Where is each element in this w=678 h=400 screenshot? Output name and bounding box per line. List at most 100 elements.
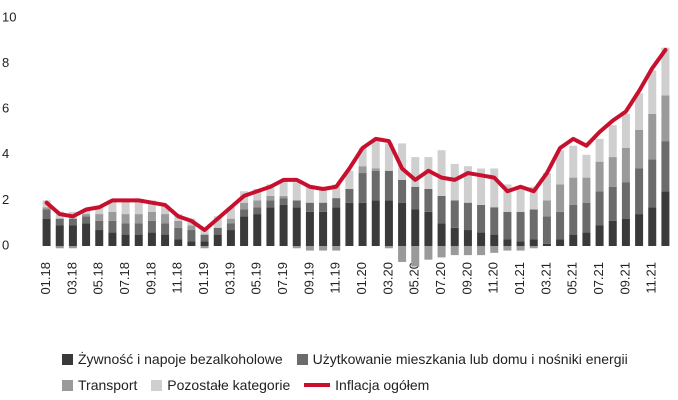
bar (68, 246, 77, 249)
bar (424, 189, 433, 212)
bar (226, 218, 235, 224)
bar (569, 177, 578, 205)
x-tick-label: 05.20 (407, 262, 422, 295)
bar (621, 182, 630, 219)
x-tick-label: 07.20 (433, 262, 448, 295)
bar (424, 246, 433, 260)
x-tick-label: 11.21 (644, 262, 659, 294)
x-tick-label: 01.19 (196, 262, 211, 295)
x-tick-label: 03.18 (64, 262, 79, 295)
bar (305, 246, 314, 251)
legend: Żywność i napoje bezalkoholowe Użytkowan… (62, 346, 642, 398)
bar (529, 209, 538, 240)
bar (411, 186, 420, 210)
bar (608, 157, 617, 187)
bar (384, 246, 393, 249)
bar (490, 207, 499, 235)
bar (226, 223, 235, 231)
bar (635, 214, 644, 246)
bar (200, 234, 209, 242)
bar (542, 200, 551, 217)
bar (319, 211, 328, 246)
bar (450, 227, 459, 246)
bar (490, 246, 499, 253)
bar (437, 246, 446, 258)
bar (332, 246, 341, 251)
bar (319, 246, 328, 251)
bar (68, 225, 77, 246)
x-tick-label: 11.20 (486, 262, 501, 294)
bar (437, 150, 446, 196)
legend-swatch (304, 383, 331, 387)
bar (42, 209, 51, 219)
x-tick-label: 07.19 (275, 262, 290, 295)
legend-swatch (151, 380, 163, 391)
bar (213, 216, 222, 228)
bar (147, 220, 156, 233)
bar (648, 207, 657, 246)
bar (174, 239, 183, 246)
bar (621, 147, 630, 183)
bar (161, 223, 170, 235)
bar (384, 170, 393, 201)
bar (384, 143, 393, 171)
bar (648, 159, 657, 208)
bar (42, 218, 51, 246)
x-tick-label: 05.18 (91, 262, 106, 295)
bar (292, 207, 301, 246)
legend-label: Transport (78, 377, 138, 393)
bar (358, 202, 367, 246)
legend-item: Pozostałe kategorie (151, 377, 290, 393)
bar (240, 202, 249, 210)
bar (305, 202, 314, 212)
bar (398, 179, 407, 203)
bar (358, 166, 367, 174)
bar (279, 198, 288, 205)
bar (95, 207, 104, 215)
bar (319, 202, 328, 212)
bar (55, 218, 64, 226)
bar (82, 214, 91, 217)
bar (108, 232, 117, 246)
bar (608, 125, 617, 158)
bar (345, 189, 354, 203)
bar (121, 223, 130, 235)
legend-item: Inflacja ogółem (304, 377, 429, 393)
bar (463, 202, 472, 231)
bar (121, 234, 130, 246)
bar (358, 147, 367, 167)
bar (477, 204, 486, 233)
bar (450, 163, 459, 201)
bar (187, 230, 196, 242)
bar (463, 166, 472, 203)
bar (635, 129, 644, 169)
legend-swatch (62, 354, 73, 365)
bar (503, 239, 512, 246)
x-tick-label: 05.19 (249, 262, 264, 295)
line (44, 47, 668, 233)
bar (516, 246, 525, 251)
bar (279, 204, 288, 246)
legend-label: Żywność i napoje bezalkoholowe (78, 351, 283, 367)
bar (556, 211, 565, 240)
bar (95, 220, 104, 231)
bar (424, 211, 433, 246)
bar (108, 200, 117, 212)
bar (121, 200, 130, 215)
bar (95, 230, 104, 246)
bar (82, 209, 91, 215)
bar (582, 202, 591, 233)
bar (411, 209, 420, 246)
bar (55, 225, 64, 246)
bar (82, 223, 91, 246)
bar (569, 204, 578, 235)
bar (147, 211, 156, 221)
x-tick-label: 09.21 (617, 262, 632, 295)
bar (253, 200, 262, 208)
bar (292, 182, 301, 201)
bar (108, 211, 117, 221)
bar (582, 232, 591, 246)
bar (332, 184, 341, 199)
bar (266, 207, 275, 246)
